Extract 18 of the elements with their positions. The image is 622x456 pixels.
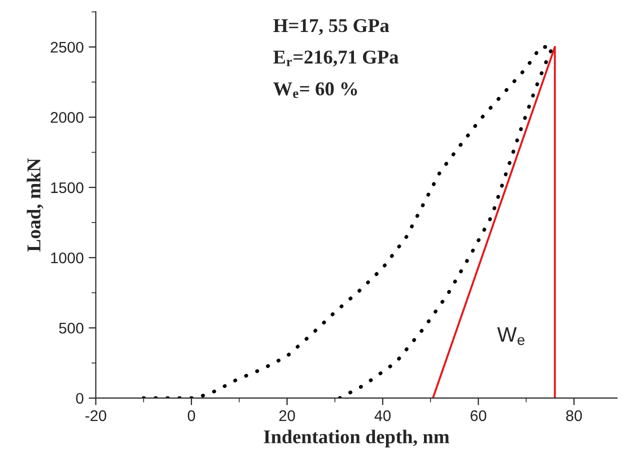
x-tick-label: -20	[85, 410, 106, 422]
y-axis-title: Load, mkN	[26, 158, 44, 252]
annotation: E$_{r}$=216,71 GPa	[273, 50, 398, 67]
y-tick-label: 2000	[50, 112, 84, 123]
x-tick-label: 60	[470, 410, 486, 422]
y-tick-label: 0	[76, 392, 84, 404]
y-tick-label: 500	[59, 322, 84, 334]
annotation: W$_{e}$	[497, 327, 524, 346]
x-tick-label: 0	[188, 410, 196, 422]
annotation: H=17, 55 GPa	[273, 19, 390, 35]
x-axis-title: Indentation depth, nm	[264, 430, 450, 448]
x-tick-label: 20	[279, 410, 295, 422]
x-tick-label: 80	[566, 410, 582, 422]
y-tick-label: 2500	[50, 42, 84, 53]
x-tick-label: 40	[374, 410, 391, 422]
y-tick-label: 1000	[51, 252, 84, 264]
y-tick-label: 1500	[51, 182, 84, 194]
annotation: W$_{e}$= 60 %	[273, 82, 357, 98]
